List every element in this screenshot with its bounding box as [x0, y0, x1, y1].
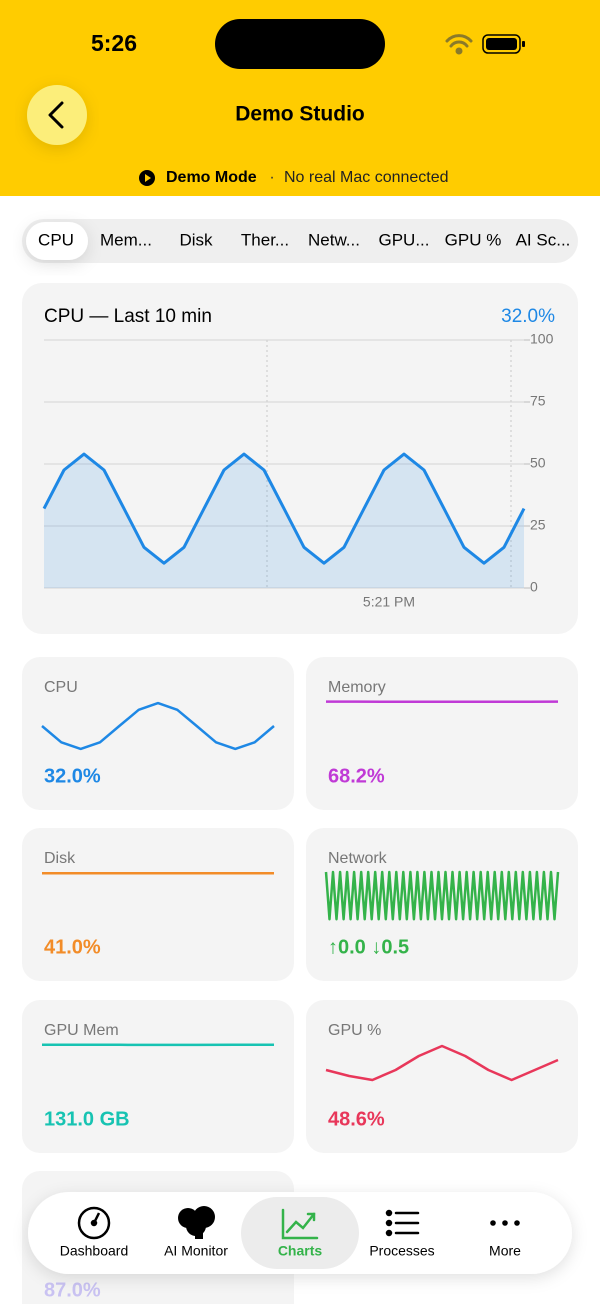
nav-active-bg: [241, 1197, 359, 1269]
tile-value: 87.0%: [44, 1279, 101, 1301]
tab[interactable]: Mem...: [100, 230, 152, 249]
tab[interactable]: GPU %: [445, 230, 502, 249]
ai-monitor-icon: [178, 1206, 215, 1239]
tile-value: ↑0.0 ↓0.5: [328, 936, 409, 958]
tile-label: GPU %: [328, 1022, 381, 1039]
tile-label: GPU Mem: [44, 1022, 119, 1039]
processes-icon: [385, 1209, 420, 1237]
tab[interactable]: Ther...: [241, 230, 289, 249]
sparkline: [324, 870, 560, 921]
line: [42, 452, 526, 565]
tile-value: 48.6%: [328, 1108, 385, 1130]
tile-label: Disk: [44, 850, 76, 867]
sparkline: [325, 1044, 559, 1082]
nav-item[interactable]: More: [489, 1243, 521, 1259]
metric-tile[interactable]: [306, 657, 578, 810]
area: [44, 454, 524, 588]
wifi-icon: [445, 34, 473, 55]
tab[interactable]: AI Sc...: [516, 230, 571, 249]
demo-note: No real Mac connected: [284, 169, 449, 186]
tile-value: 68.2%: [328, 765, 385, 787]
main-chart-title: CPU — Last 10 min: [44, 306, 212, 327]
tab[interactable]: Disk: [179, 230, 213, 249]
metric-tile[interactable]: [22, 828, 294, 981]
y-tick-label: 25: [530, 517, 546, 533]
battery-icon: [482, 34, 525, 54]
play-triangle: [145, 174, 151, 182]
tile-value: 41.0%: [44, 936, 101, 958]
separator: ·: [269, 169, 274, 186]
x-axis-label: 5:21 PM: [363, 594, 415, 610]
sparkline: [41, 701, 275, 751]
y-tick-label: 50: [530, 455, 546, 471]
dynamic-island: [215, 19, 385, 69]
tab[interactable]: GPU...: [378, 230, 429, 249]
dashboard-icon: [77, 1206, 111, 1240]
metric-tile[interactable]: [22, 1000, 294, 1153]
metric-tile[interactable]: [306, 1000, 578, 1153]
header-title: Demo Studio: [235, 103, 365, 126]
tab[interactable]: Netw...: [308, 230, 360, 249]
y-tick-label: 100: [530, 331, 554, 347]
tile-value: 131.0 GB: [44, 1108, 130, 1130]
tab-bar: [22, 219, 578, 263]
back-chevron: [48, 101, 64, 129]
main-chart-current: 32.0%: [501, 306, 555, 327]
tile-label: CPU: [44, 679, 78, 696]
tile-label: Network: [328, 850, 388, 867]
tile-label: Memory: [328, 679, 386, 696]
nav-item[interactable]: AI Monitor: [164, 1243, 228, 1259]
main-card: [22, 283, 578, 634]
y-tick-label: 75: [530, 393, 546, 409]
nav-item[interactable]: Processes: [369, 1243, 434, 1259]
tab-selected: [26, 222, 88, 260]
tile-value: 32.0%: [44, 765, 101, 787]
status-time: 5:26: [91, 30, 137, 56]
back-button[interactable]: [27, 85, 87, 145]
demo-mode: Demo Mode: [166, 169, 257, 186]
more-icon: [490, 1220, 520, 1226]
y-tick-label: 0: [530, 579, 538, 595]
nav-item[interactable]: Dashboard: [60, 1243, 129, 1259]
nav-item[interactable]: Charts: [278, 1243, 323, 1259]
charts-icon: [281, 1208, 319, 1240]
tab[interactable]: CPU: [38, 230, 74, 249]
metric-tile[interactable]: [22, 657, 294, 810]
